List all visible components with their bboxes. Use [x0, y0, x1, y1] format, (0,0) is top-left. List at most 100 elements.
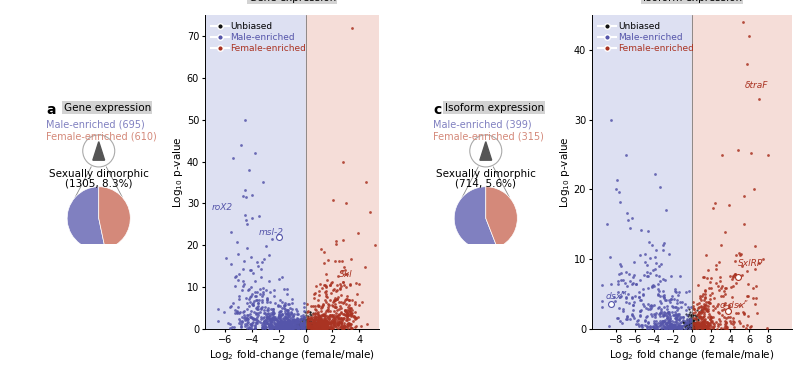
Point: [300, 325, 313, 332]
Point: [348, 301, 361, 307]
Point: [673, 288, 686, 294]
Point: [342, 306, 355, 312]
Point: [682, 318, 694, 324]
Point: [298, 323, 310, 329]
Point: [272, 321, 285, 327]
Point: [620, 295, 633, 301]
Point: [646, 282, 659, 288]
Point: [274, 323, 287, 329]
Point: [283, 318, 296, 324]
Point: [301, 320, 314, 326]
Point: [688, 325, 701, 331]
Point: [683, 324, 696, 330]
Point: [684, 316, 697, 322]
Point: [342, 322, 354, 328]
Point: [312, 321, 325, 327]
Point: [298, 322, 311, 328]
Point: [298, 321, 311, 327]
Point: [301, 317, 314, 323]
Point: [711, 321, 724, 327]
Point: [649, 311, 662, 318]
Point: [344, 325, 357, 331]
Point: [313, 303, 326, 309]
Point: [332, 312, 345, 318]
Point: [264, 319, 277, 325]
Point: [686, 323, 698, 329]
Point: [327, 319, 340, 325]
Point: [633, 294, 646, 300]
Point: [302, 325, 314, 332]
Point: [684, 321, 697, 327]
Point: [605, 281, 618, 287]
Point: [330, 317, 343, 323]
Point: [726, 294, 738, 301]
Point: [679, 301, 692, 307]
Point: [732, 147, 745, 153]
Point: [299, 325, 312, 331]
Point: [686, 325, 699, 331]
Point: [297, 323, 310, 329]
Point: [298, 325, 311, 332]
Point: [283, 324, 296, 330]
Point: [270, 325, 283, 331]
Point: [642, 301, 654, 307]
Point: [262, 252, 275, 258]
Point: [697, 304, 710, 310]
Point: [698, 324, 711, 330]
Point: [317, 318, 330, 324]
Point: [695, 308, 708, 314]
Point: [315, 322, 328, 328]
Point: [276, 324, 289, 330]
Point: [686, 324, 698, 330]
Point: [297, 322, 310, 328]
Point: [313, 324, 326, 330]
Point: [346, 318, 359, 324]
Point: [338, 282, 350, 288]
Point: [282, 325, 294, 331]
Point: [683, 318, 696, 324]
Point: [698, 302, 711, 308]
Point: [319, 297, 332, 303]
Point: [662, 324, 675, 330]
Point: [636, 302, 649, 308]
Point: [626, 274, 639, 280]
Point: [283, 325, 296, 331]
Point: [678, 322, 690, 328]
Point: [334, 284, 347, 290]
Point: [694, 322, 707, 328]
Point: [306, 319, 318, 325]
Point: [255, 324, 268, 330]
Point: [688, 324, 701, 330]
Point: [714, 318, 726, 324]
Point: [696, 319, 709, 325]
Point: [314, 324, 326, 330]
Point: [686, 310, 698, 316]
Point: [296, 317, 309, 323]
Point: [696, 324, 709, 330]
Point: [299, 318, 312, 324]
Point: [609, 297, 622, 304]
Point: [727, 272, 740, 278]
Point: [655, 325, 668, 331]
Point: [318, 325, 330, 331]
Point: [313, 324, 326, 330]
Point: [698, 316, 711, 322]
Point: [320, 293, 333, 299]
Point: [282, 321, 294, 327]
Point: [294, 325, 307, 331]
Point: [298, 324, 311, 330]
Point: [273, 234, 286, 240]
Point: [278, 319, 290, 325]
Point: [317, 324, 330, 330]
Point: [290, 319, 302, 325]
Point: [246, 192, 258, 198]
Point: [614, 294, 626, 300]
Point: [726, 283, 739, 289]
Point: [297, 323, 310, 329]
Point: [684, 325, 697, 331]
Point: [301, 323, 314, 329]
Point: [286, 319, 298, 325]
Point: [353, 302, 366, 308]
Point: [621, 313, 634, 319]
Point: [286, 326, 298, 332]
